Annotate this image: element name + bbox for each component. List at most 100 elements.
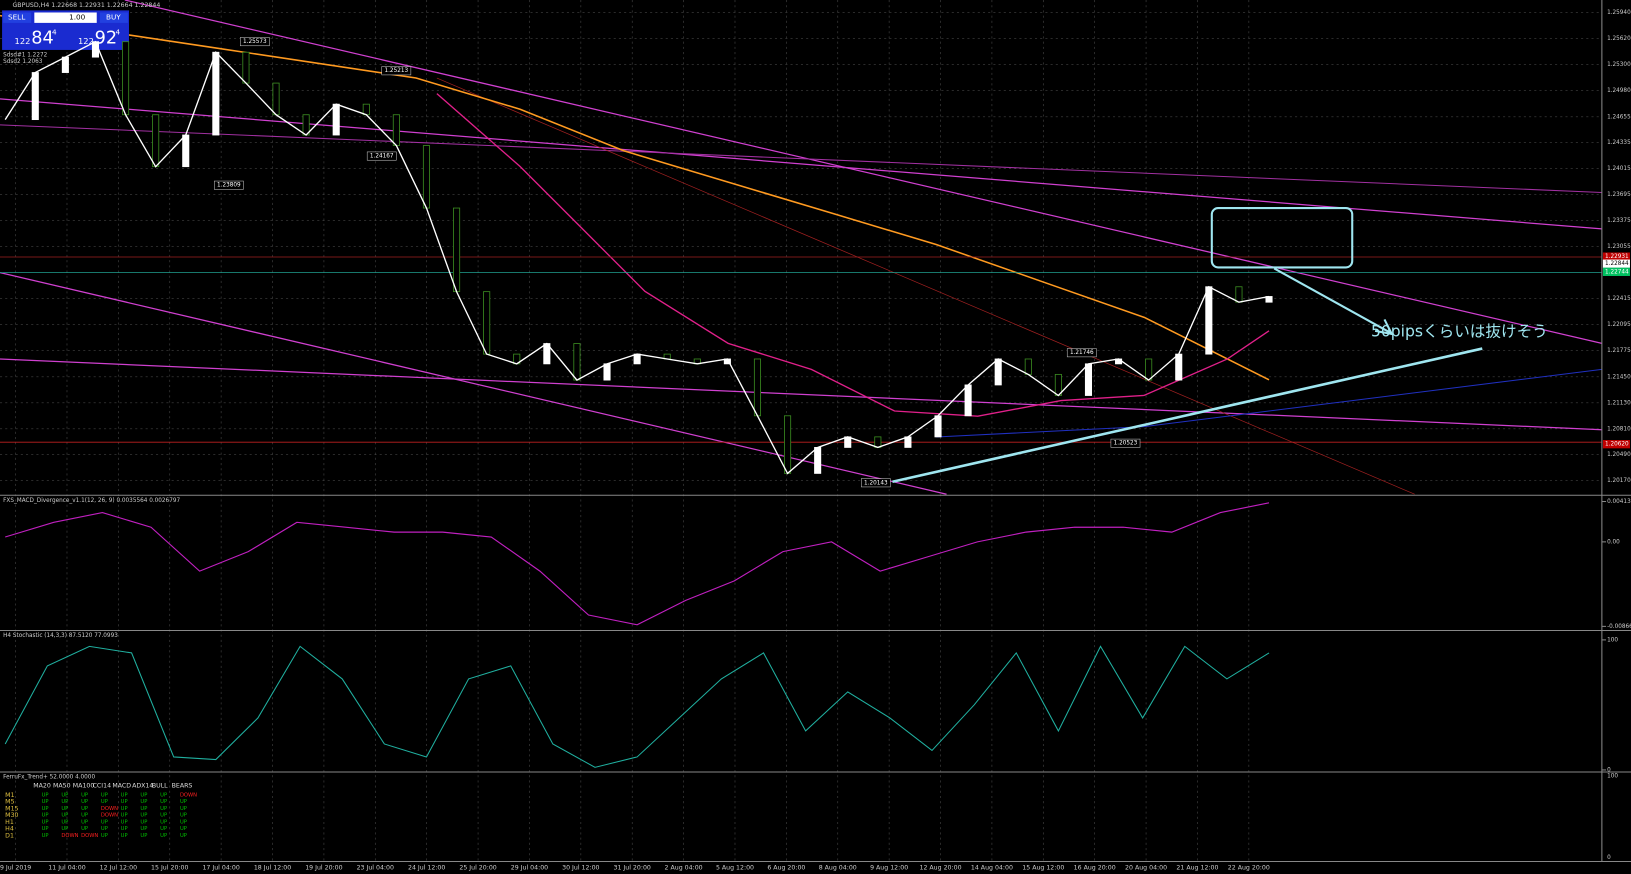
trend-cell: UP [81,813,88,819]
trend-cell: UP [101,833,108,839]
candle [61,56,69,73]
y-tick-label: 1.23375 [1607,218,1631,224]
y-tick-label: 1.23055 [1607,244,1631,250]
bid-big: 84 [31,28,53,48]
moving-average [436,93,1270,417]
candle [603,363,611,381]
trend-cell: UP [61,806,68,812]
drawn-support-line [892,347,1483,484]
x-tick-label: 29 Jul 04:00 [511,865,548,872]
y-tick-label: 100 [1607,637,1618,643]
lot-value[interactable]: 1.00 [69,13,86,22]
trend-cell: DOWN [101,813,118,819]
trend-column: MA50 [53,783,71,790]
y-tick-label: 1.23695 [1607,192,1631,198]
x-tick-label: 6 Aug 20:00 [767,865,805,872]
swing-label-box [366,151,397,161]
x-tick-label: 12 Aug 20:00 [920,865,962,872]
trend-cell: UP [140,833,147,839]
pane-title: FXS_MACD_Divergence_v1.1(12, 26, 9) 0.00… [3,498,180,504]
trend-cell: UP [121,792,128,798]
y-tick-label: 1.20490 [1607,452,1631,458]
price-marker [1602,267,1630,276]
symbol-info: GBPUSD,H4 1.22668 1.22931 1.22664 1.2284… [12,2,160,9]
candle [994,358,1002,386]
swing-label-box [240,37,270,47]
trend-cell: UP [140,806,147,812]
y-tick-label: 1.24980 [1607,88,1631,94]
pane-title: FerruFx_Trend+ 52.0000 4.0000 [3,775,95,781]
candle [573,343,581,381]
candle [784,415,792,474]
swing-label-box [381,66,412,76]
y-tick-label: 0 [1607,855,1611,861]
x-tick-label: 11 Jul 04:00 [48,865,85,872]
buy-label[interactable]: BUY [106,13,121,22]
trend-cell: UP [140,813,147,819]
trend-cell: UP [140,819,147,825]
candle [934,415,942,438]
trend-cell: UP [81,819,88,825]
trend-cell: DOWN [61,833,78,839]
candle [1024,358,1032,375]
sell-label[interactable]: SELL [8,13,26,22]
trend-cell: UP [121,833,128,839]
trend-cell: UP [140,799,147,805]
x-tick-label: 17 Jul 04:00 [202,865,239,872]
trade-panel: SELL 1.00 BUY 122 84 4 122 92 4 [2,10,129,50]
trend-cell: UP [160,799,167,805]
y-tick-label: 1.24015 [1607,166,1631,172]
y-tick-label: 1.24655 [1607,114,1631,120]
macd-line [5,502,1270,626]
trend-column: ADX14 [132,783,153,790]
trend-cell: UP [42,833,49,839]
swing-label: 1.23809 [217,183,241,189]
trend-cell: UP [140,826,147,832]
y-tick-label: 1.24335 [1607,140,1631,146]
swing-label: 1.25573 [243,39,267,45]
trend-cell: UP [180,819,187,825]
price-marker [1602,252,1630,261]
candle [91,41,100,58]
trend-cell: UP [180,813,187,819]
price-marker-label: 1.22844 [1605,261,1629,267]
trend-cell: UP [160,819,167,825]
x-tick-label: 22 Aug 20:00 [1228,865,1270,872]
trend-timeframe: D1 [5,833,14,840]
buy-button[interactable] [99,12,128,23]
indicator-info: Sdsd2 1.2063 [3,59,43,65]
candle [332,103,340,136]
indicator-info: Sdsd#1 1.2272 [3,53,47,59]
trend-cell: UP [121,826,128,832]
swing-label-box [1110,438,1141,448]
candle [1235,286,1243,303]
swing-label-box [214,180,244,190]
trend-cell: UP [160,806,167,812]
trend-cell: UP [140,792,147,798]
trend-line [436,77,1415,495]
sell-button[interactable] [3,12,32,23]
lot-input[interactable] [34,12,97,23]
candle [753,358,762,417]
price-marker-label: 1.20620 [1605,442,1629,448]
swing-label-box [1066,348,1097,358]
x-tick-label: 8 Aug 04:00 [819,865,857,872]
candle [422,145,431,209]
trend-cell: UP [121,813,128,819]
y-tick-label: 1.25300 [1607,62,1631,68]
ask-frac: 4 [115,27,120,36]
x-tick-label: 12 Jul 12:00 [100,865,137,872]
ask-big: 92 [95,28,117,48]
candle [904,436,912,448]
x-tick-label: 24 Jul 12:00 [408,865,445,872]
trend-cell: UP [160,826,167,832]
trend-cell: UP [121,806,128,812]
trend-cell: UP [101,819,108,825]
trend-cell: UP [61,826,68,832]
y-tick-label: 1.21130 [1607,400,1631,406]
x-tick-label: 15 Jul 20:00 [151,865,188,872]
trend-cell: UP [61,792,68,798]
stochastic-line [4,645,1270,768]
